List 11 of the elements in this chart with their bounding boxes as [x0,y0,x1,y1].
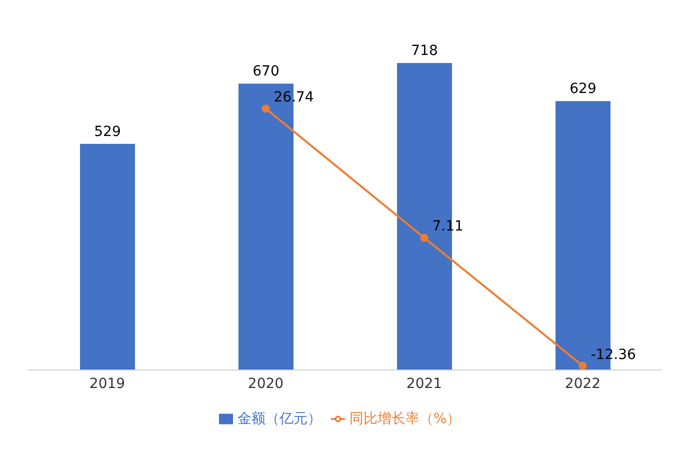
x-tick-label: 2020 [248,376,284,392]
x-tick-label: 2021 [406,376,442,392]
legend-label: 同比增长率（%） [349,411,461,427]
bar [80,144,135,370]
data-label: 629 [570,81,596,98]
data-label: 718 [411,43,438,60]
data-label: 670 [252,64,280,80]
data-label: 529 [94,124,121,140]
legend-label: 金额（亿元） [237,411,322,427]
x-tick-label: 2019 [89,376,126,392]
x-tick-label: 2022 [564,376,601,392]
